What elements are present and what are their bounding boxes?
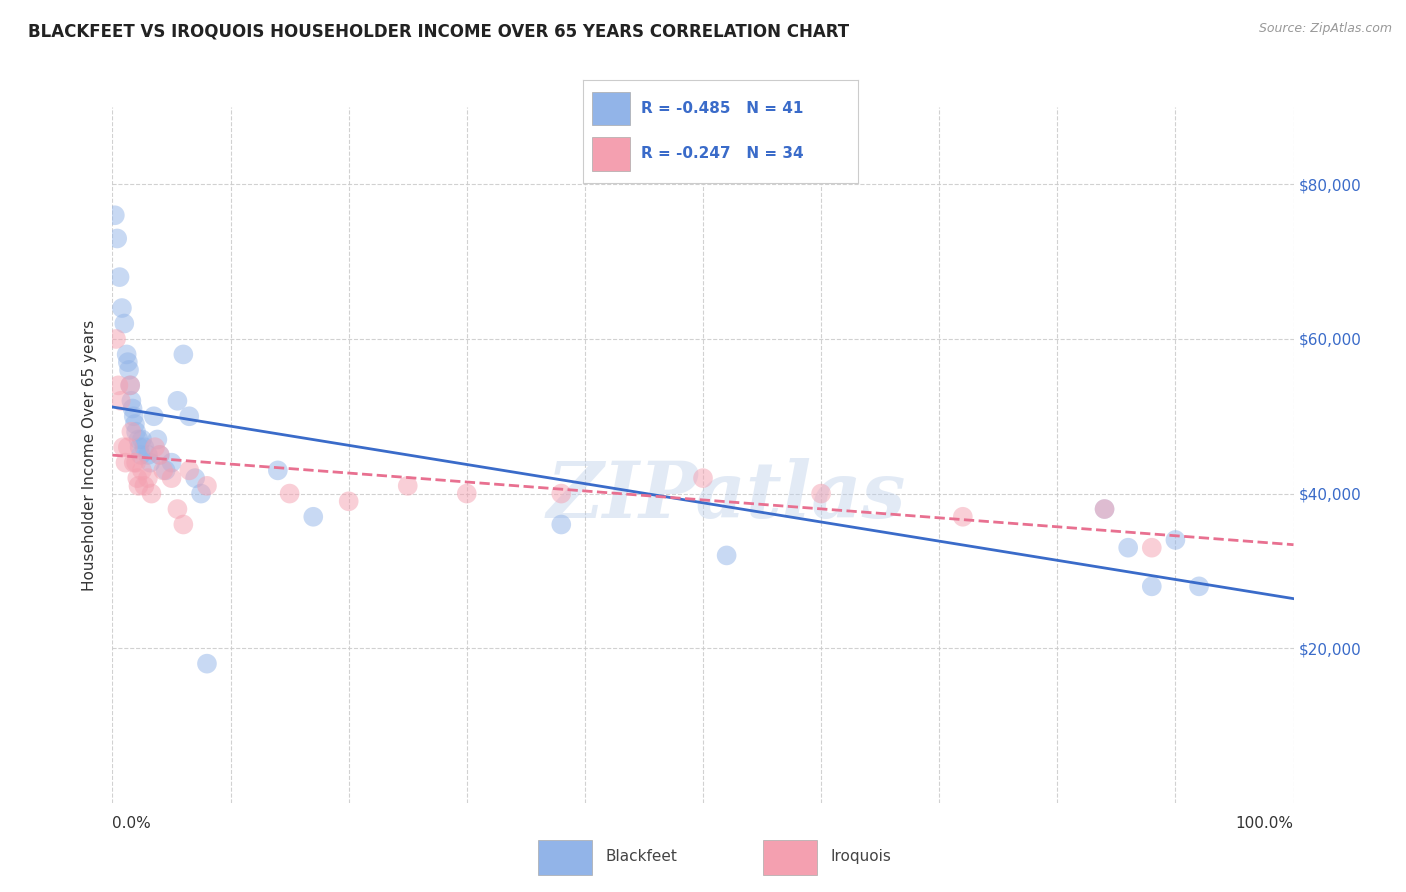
Point: [110, 393, 132, 408]
Point: [127, 479, 149, 493]
Point: [1094, 502, 1116, 516]
Point: [1116, 541, 1139, 555]
Point: [1164, 533, 1187, 547]
Point: [112, 317, 135, 331]
Point: [190, 486, 212, 500]
Point: [111, 301, 134, 315]
Point: [120, 378, 142, 392]
FancyBboxPatch shape: [592, 92, 630, 126]
Point: [141, 486, 163, 500]
Point: [337, 494, 360, 508]
Point: [121, 401, 143, 416]
Text: 100.0%: 100.0%: [1236, 816, 1294, 831]
Point: [118, 363, 141, 377]
Point: [810, 486, 832, 500]
FancyBboxPatch shape: [537, 840, 592, 875]
Point: [112, 440, 135, 454]
Text: R = -0.247   N = 34: R = -0.247 N = 34: [641, 146, 804, 161]
Point: [129, 448, 152, 462]
Point: [125, 456, 148, 470]
Point: [120, 425, 142, 439]
Point: [1094, 502, 1116, 516]
Point: [184, 471, 207, 485]
Text: Iroquois: Iroquois: [830, 849, 891, 863]
Point: [127, 471, 149, 485]
Point: [127, 433, 149, 447]
Point: [139, 456, 162, 470]
Point: [456, 486, 478, 500]
Point: [152, 463, 174, 477]
Text: R = -0.485   N = 41: R = -0.485 N = 41: [641, 101, 803, 116]
Point: [716, 549, 738, 563]
Point: [128, 440, 150, 454]
Point: [692, 471, 714, 485]
Y-axis label: Householder Income Over 65 years: Householder Income Over 65 years: [82, 319, 97, 591]
FancyBboxPatch shape: [762, 840, 817, 875]
Point: [550, 517, 572, 532]
Point: [142, 409, 165, 424]
Text: ZIPatlas: ZIPatlas: [547, 458, 907, 535]
Point: [278, 486, 301, 500]
Point: [396, 479, 419, 493]
Point: [1188, 579, 1211, 593]
Text: BLACKFEET VS IROQUOIS HOUSEHOLDER INCOME OVER 65 YEARS CORRELATION CHART: BLACKFEET VS IROQUOIS HOUSEHOLDER INCOME…: [28, 22, 849, 40]
Text: 0.0%: 0.0%: [112, 816, 152, 831]
Point: [1140, 541, 1163, 555]
Point: [952, 509, 974, 524]
Point: [134, 479, 156, 493]
Point: [143, 440, 166, 454]
Point: [160, 456, 183, 470]
Point: [124, 417, 146, 431]
Text: Source: ZipAtlas.com: Source: ZipAtlas.com: [1258, 22, 1392, 36]
Point: [195, 657, 218, 671]
Point: [107, 378, 129, 392]
Point: [120, 378, 142, 392]
Point: [155, 463, 177, 477]
Point: [122, 409, 145, 424]
Point: [122, 456, 145, 470]
Point: [131, 463, 153, 477]
Point: [105, 231, 128, 245]
Point: [149, 448, 172, 462]
Text: Blackfeet: Blackfeet: [605, 849, 678, 863]
Point: [179, 409, 201, 424]
Point: [125, 425, 148, 439]
Point: [1140, 579, 1163, 593]
Point: [108, 270, 131, 285]
Point: [131, 433, 153, 447]
Point: [195, 479, 218, 493]
Point: [117, 440, 139, 454]
Point: [149, 448, 172, 462]
Point: [146, 433, 169, 447]
Point: [172, 347, 194, 361]
Point: [550, 486, 572, 500]
Point: [105, 332, 128, 346]
Point: [136, 448, 159, 462]
Point: [115, 347, 138, 361]
Point: [267, 463, 290, 477]
Point: [120, 393, 142, 408]
Point: [166, 502, 188, 516]
Point: [136, 471, 159, 485]
Point: [172, 517, 194, 532]
Point: [134, 440, 156, 454]
Point: [302, 509, 325, 524]
Point: [166, 393, 188, 408]
Point: [104, 208, 127, 222]
FancyBboxPatch shape: [592, 136, 630, 170]
Point: [117, 355, 139, 369]
Point: [160, 471, 183, 485]
Point: [114, 456, 136, 470]
Point: [179, 463, 201, 477]
